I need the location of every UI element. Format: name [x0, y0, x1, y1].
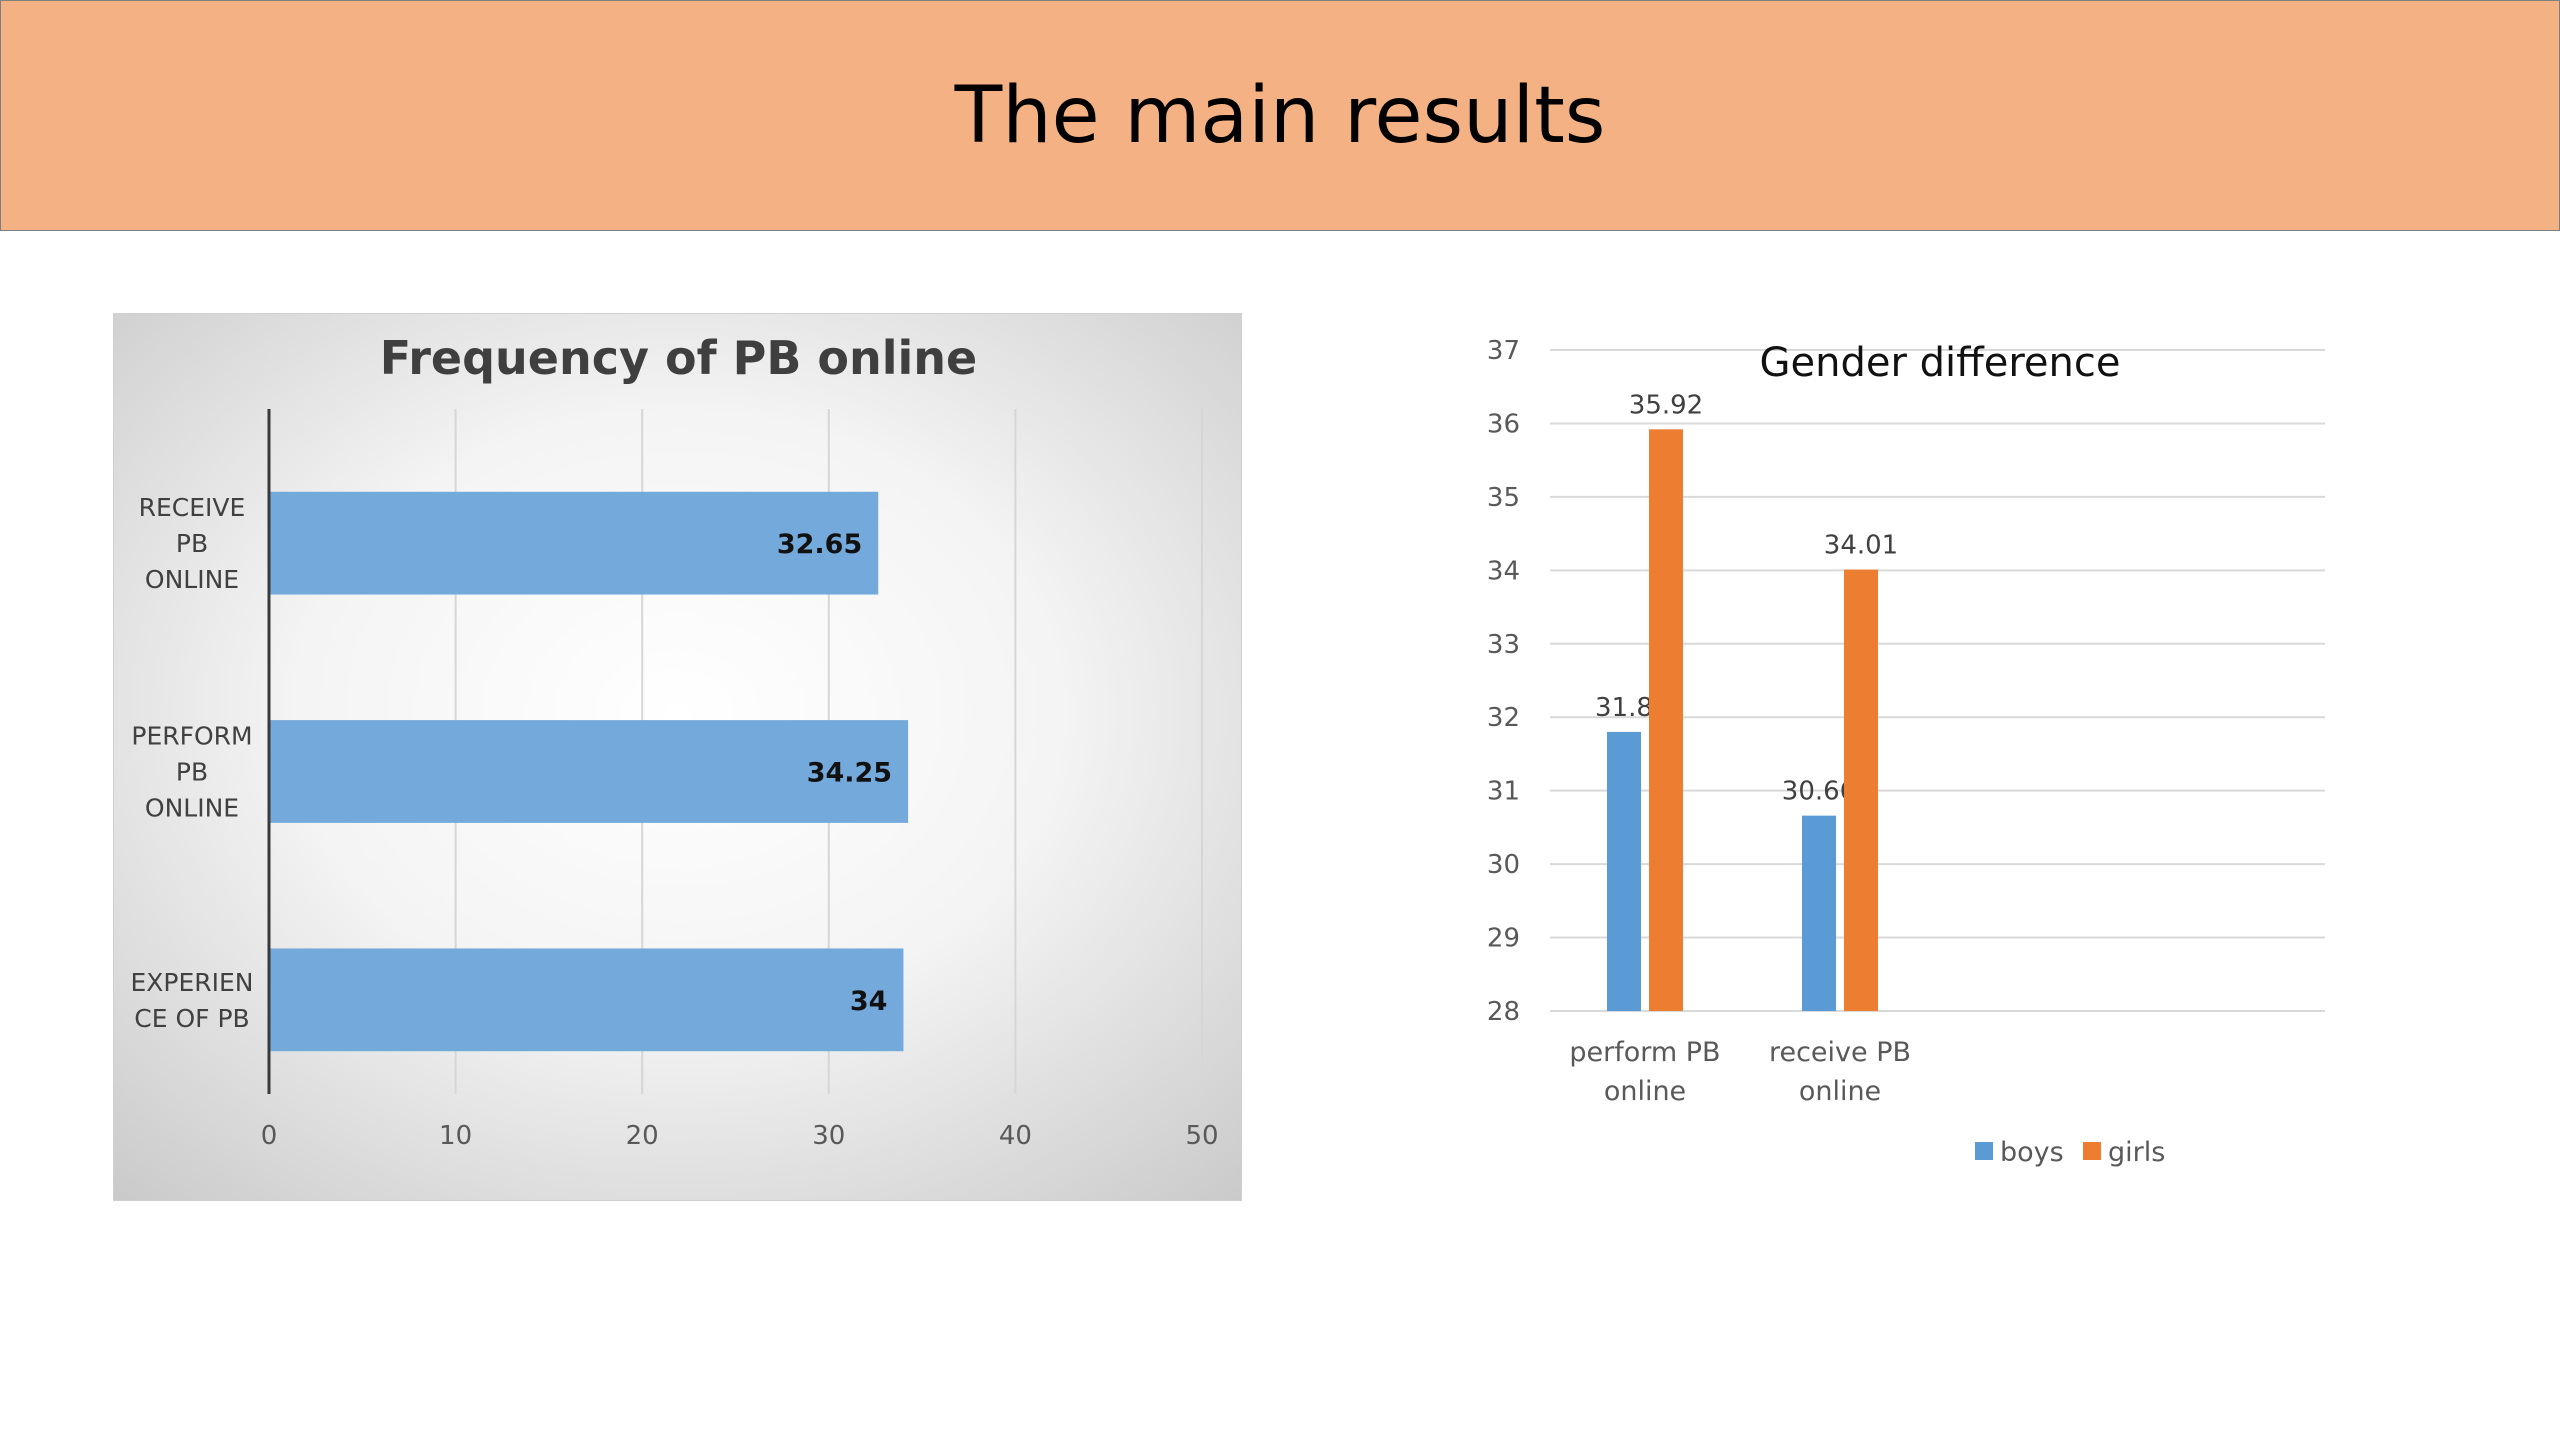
bar-value-label-0: 32.65 [777, 529, 862, 560]
bar-value-label-girls-0: 35.92 [1629, 390, 1703, 420]
category-label-0-line-1: PB [176, 529, 208, 558]
y-tick-label-32: 32 [1487, 703, 1520, 733]
frequency-chart-svg: Frequency of PB online 0 10 20 30 40 50 32.65 RE… [114, 314, 1241, 1200]
y-tick-label-33: 33 [1487, 630, 1520, 660]
bar-0 [269, 491, 879, 595]
bar-boys-0 [1607, 731, 1641, 1011]
bar-boys-1 [1802, 815, 1836, 1011]
category-label-1-line-0: receive PB [1769, 1037, 1911, 1068]
slide-title: The main results [954, 70, 1606, 161]
y-tick-label-35: 35 [1487, 483, 1520, 513]
bar-value-label-girls-1: 34.01 [1824, 531, 1898, 561]
chart-title: Gender difference [1760, 340, 2121, 386]
x-tick-label-30: 30 [812, 1121, 845, 1151]
bar-value-label-1: 34.25 [807, 758, 892, 789]
x-tick-label-0: 0 [261, 1121, 278, 1151]
bar-value-label-2: 34 [850, 986, 888, 1017]
category-label-1-line-1: online [1799, 1076, 1881, 1107]
legend-swatch-girls [2083, 1142, 2101, 1160]
category-label-2-line-0: EXPERIEN [130, 968, 253, 997]
x-tick-label-40: 40 [999, 1121, 1032, 1151]
bar-value-label-boys-0: 31.8 [1595, 693, 1653, 723]
gender-difference-chart-svg: 28 29 30 31 32 33 34 35 36 37 Gender difference 31.… [1487, 336, 2325, 1168]
category-label-1-line-0: PERFORM [131, 722, 252, 751]
y-tick-label-28: 28 [1487, 997, 1520, 1027]
slide-header: The main results [0, 0, 2560, 231]
bar-girls-1 [1844, 569, 1878, 1011]
category-label-1-line-2: ONLINE [145, 794, 239, 823]
x-tick-label-10: 10 [439, 1121, 472, 1151]
frequency-chart: Frequency of PB online 0 10 20 30 40 50 32.65 RE… [113, 313, 1242, 1201]
gender-difference-chart: 28 29 30 31 32 33 34 35 36 37 Gender difference 31.… [1440, 318, 2340, 1188]
y-tick-label-31: 31 [1487, 777, 1520, 807]
x-tick-label-20: 20 [626, 1121, 659, 1151]
y-tick-label-37: 37 [1487, 336, 1520, 366]
chart-title: Frequency of PB online [380, 331, 978, 385]
category-label-0-line-0: RECEIVE [139, 493, 246, 522]
y-tick-label-34: 34 [1487, 556, 1520, 586]
category-label-0-line-2: ONLINE [145, 565, 239, 594]
bar-girls-0 [1649, 429, 1683, 1011]
category-label-1-line-1: PB [176, 758, 208, 787]
category-label-2-line-1: CE OF PB [134, 1004, 249, 1033]
category-label-0-line-0: perform PB [1569, 1037, 1720, 1068]
bar-value-label-boys-1: 30.66 [1782, 777, 1856, 807]
bar-2 [269, 948, 904, 1052]
y-tick-label-30: 30 [1487, 850, 1520, 880]
legend-label-girls: girls [2108, 1137, 2165, 1168]
legend-label-boys: boys [2000, 1137, 2064, 1168]
bar-1 [269, 720, 909, 823]
legend-swatch-boys [1975, 1142, 1993, 1160]
category-label-0-line-1: online [1604, 1076, 1686, 1107]
y-tick-label-29: 29 [1487, 924, 1520, 954]
x-tick-label-50: 50 [1185, 1121, 1218, 1151]
y-tick-label-36: 36 [1487, 409, 1520, 439]
